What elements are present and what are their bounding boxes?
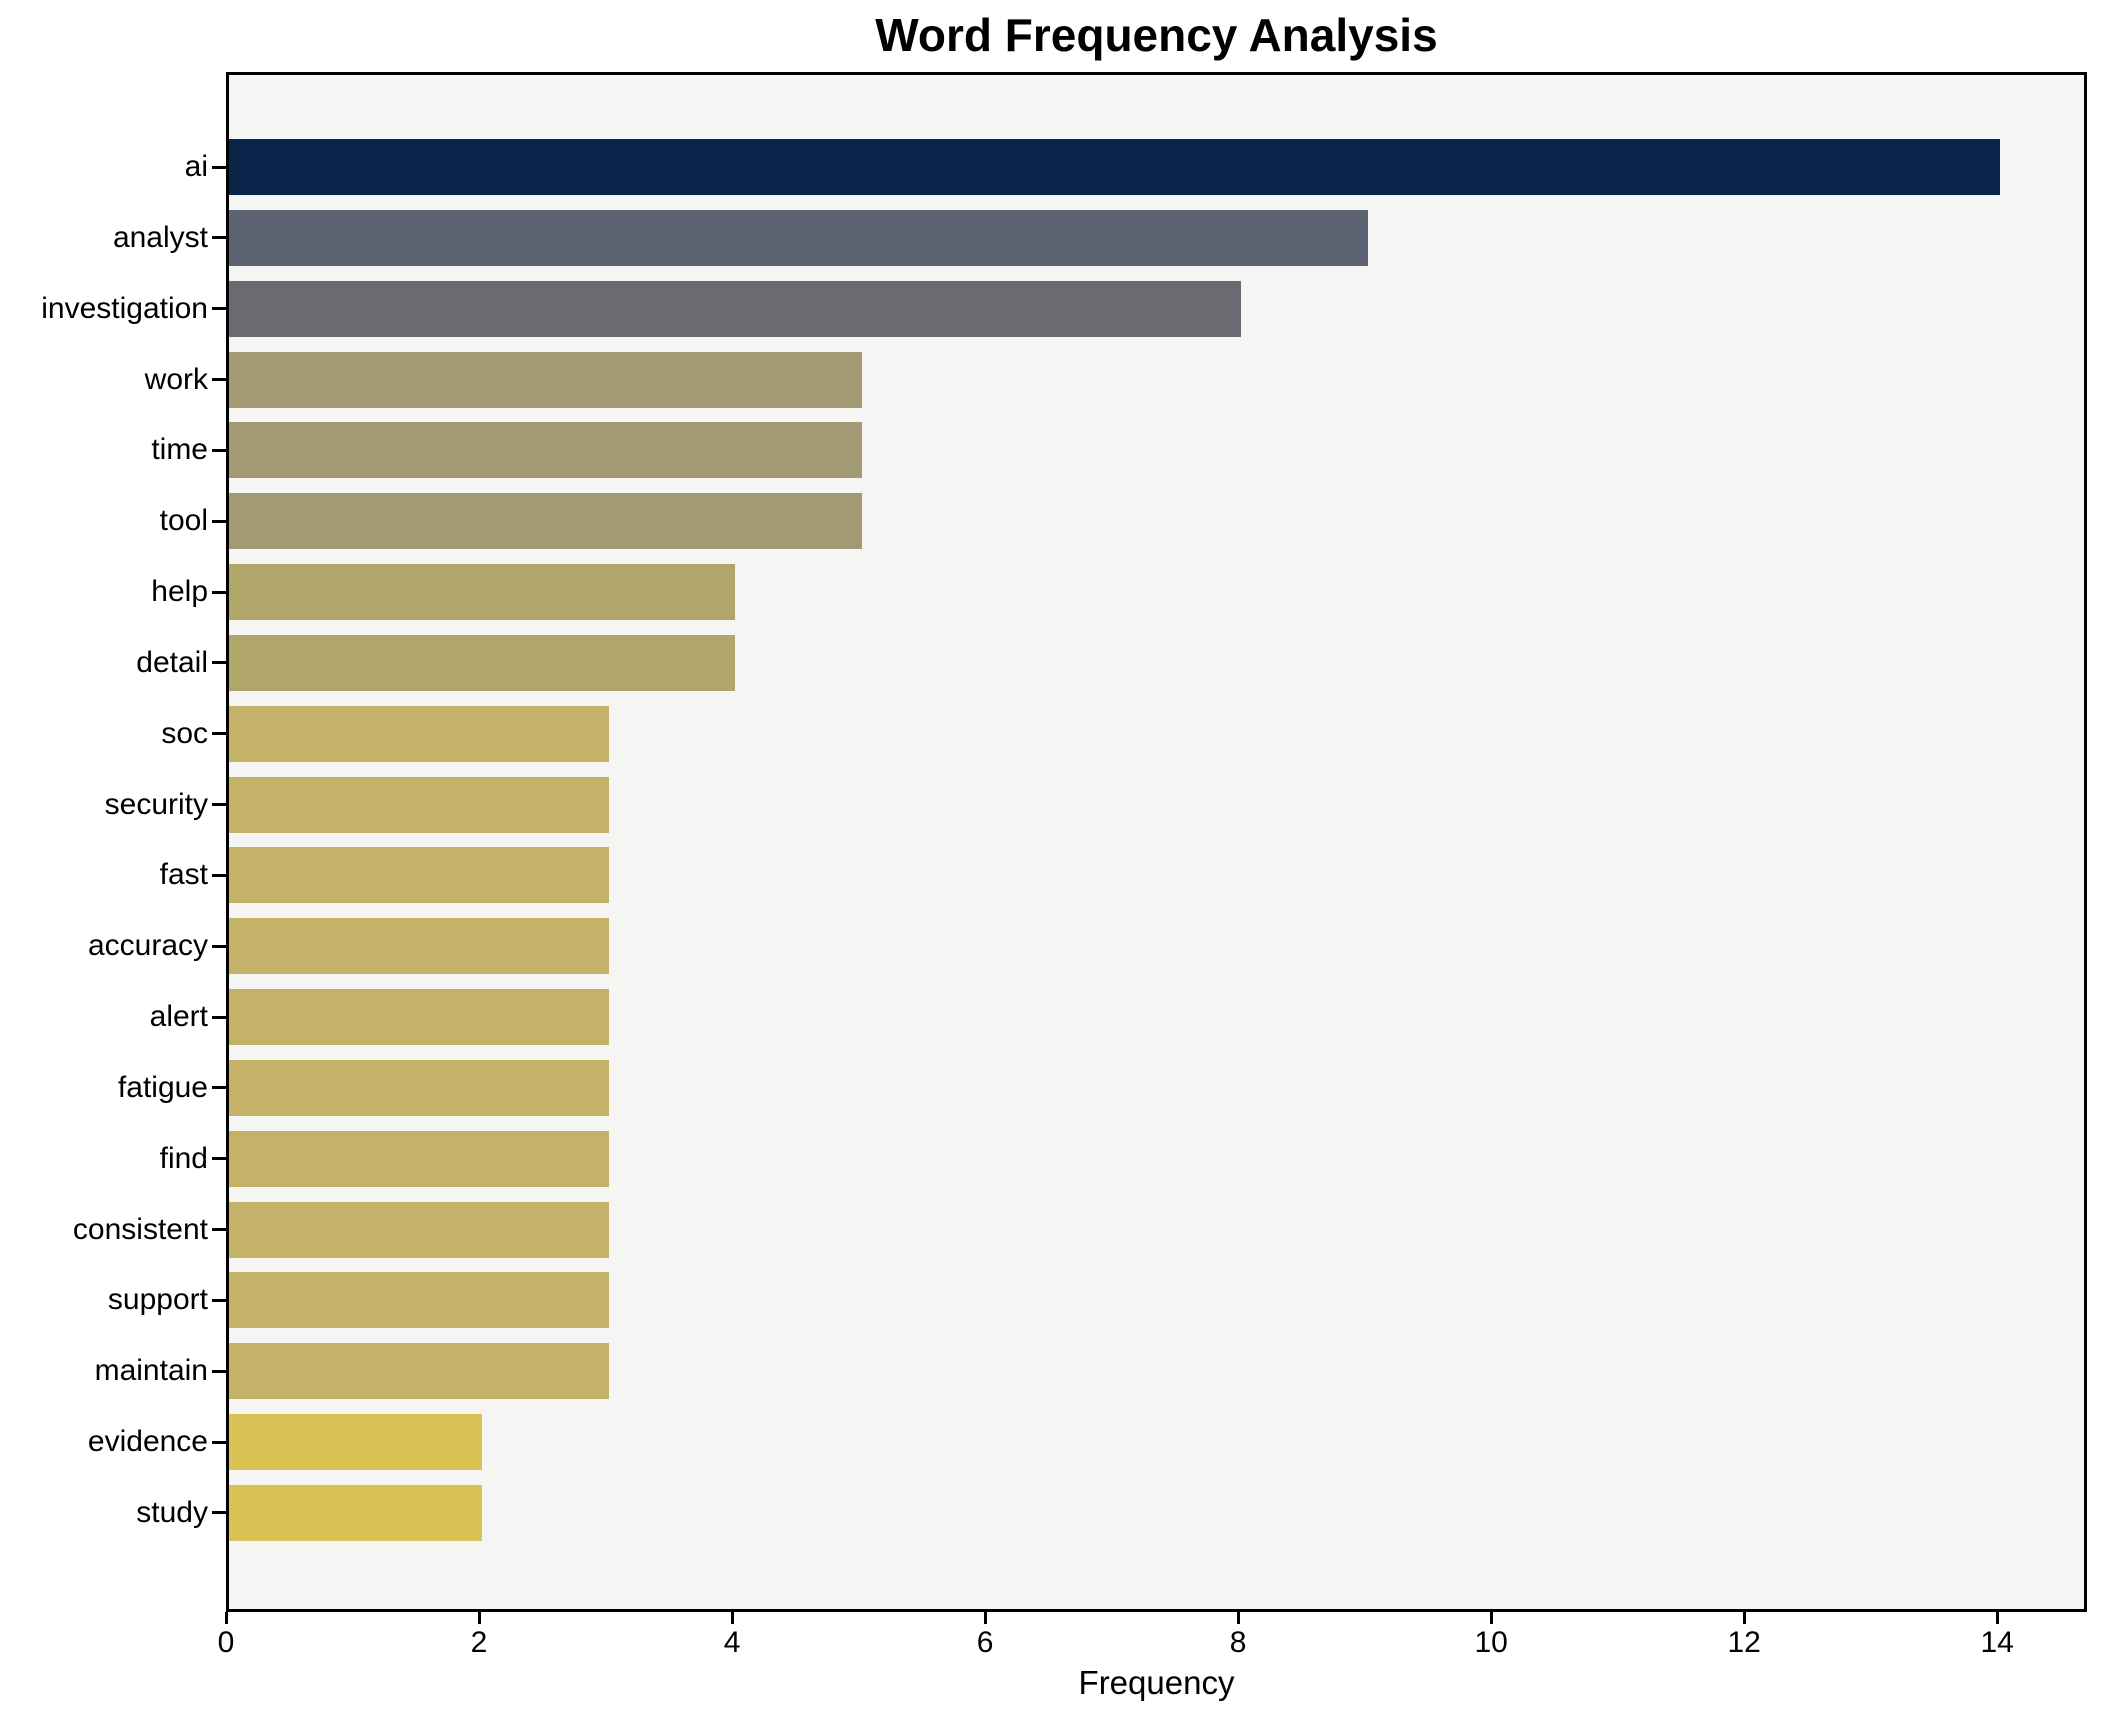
y-tick-label-analyst: analyst xyxy=(112,220,208,254)
bar-study xyxy=(229,1484,483,1541)
y-tick-mark xyxy=(212,1440,226,1444)
y-tick-label-maintain: maintain xyxy=(94,1354,208,1388)
x-tick-mark xyxy=(477,1612,481,1624)
y-tick-mark xyxy=(212,1228,226,1232)
y-tick-label-time: time xyxy=(151,433,208,467)
bar-tool xyxy=(229,493,862,550)
y-tick-label-consistent: consistent xyxy=(72,1212,208,1246)
y-tick-mark xyxy=(212,1511,226,1515)
y-tick-mark xyxy=(212,448,226,452)
bar-alert xyxy=(229,989,609,1046)
y-tick-mark xyxy=(212,1015,226,1019)
x-tick-mark xyxy=(1742,1612,1746,1624)
bar-time xyxy=(229,422,862,479)
bar-security xyxy=(229,776,609,833)
y-tick-mark xyxy=(212,236,226,240)
y-tick-mark xyxy=(212,873,226,877)
x-tick-mark xyxy=(730,1612,734,1624)
y-tick-label-soc: soc xyxy=(161,716,208,750)
y-tick-mark xyxy=(212,1086,226,1090)
bar-soc xyxy=(229,705,609,762)
y-tick-label-study: study xyxy=(136,1495,208,1529)
x-tick-label-14: 14 xyxy=(1980,1626,2014,1659)
y-tick-label-security: security xyxy=(104,787,208,821)
y-tick-mark xyxy=(212,944,226,948)
y-tick-label-tool: tool xyxy=(159,504,208,538)
y-tick-mark xyxy=(212,732,226,736)
bar-find xyxy=(229,1130,609,1187)
y-tick-label-support: support xyxy=(107,1283,208,1317)
chart-title: Word Frequency Analysis xyxy=(875,9,1438,61)
x-tick-mark xyxy=(224,1612,228,1624)
y-tick-label-ai: ai xyxy=(184,150,208,183)
x-tick-label-10: 10 xyxy=(1474,1626,1508,1659)
bar-analyst xyxy=(229,209,1368,266)
y-tick-mark xyxy=(212,519,226,523)
y-tick-label-help: help xyxy=(151,575,208,609)
y-tick-label-accuracy: accuracy xyxy=(87,929,208,963)
bar-evidence xyxy=(229,1414,483,1471)
y-tick-label-investigation: investigation xyxy=(41,291,208,325)
x-axis-label: Frequency xyxy=(1078,1664,1235,1701)
x-tick-label-6: 6 xyxy=(976,1626,994,1659)
bar-detail xyxy=(229,634,736,691)
x-tick-label-4: 4 xyxy=(723,1626,741,1659)
bar-support xyxy=(229,1272,609,1329)
y-tick-mark xyxy=(212,165,226,169)
x-tick-label-8: 8 xyxy=(1229,1626,1247,1659)
bar-investigation xyxy=(229,280,1242,337)
y-tick-label-fatigue: fatigue xyxy=(117,1070,208,1104)
bar-fatigue xyxy=(229,1059,609,1116)
y-tick-label-find: find xyxy=(159,1141,208,1175)
x-tick-label-2: 2 xyxy=(470,1626,488,1659)
y-tick-mark xyxy=(212,1369,226,1373)
y-tick-label-fast: fast xyxy=(159,858,208,892)
y-tick-mark xyxy=(212,307,226,311)
x-tick-label-12: 12 xyxy=(1727,1626,1761,1659)
y-tick-label-work: work xyxy=(144,362,208,396)
x-tick-mark xyxy=(1995,1612,1999,1624)
x-tick-mark xyxy=(1489,1612,1493,1624)
y-tick-mark xyxy=(212,1157,226,1161)
y-tick-mark xyxy=(212,1298,226,1302)
y-tick-label-evidence: evidence xyxy=(87,1425,208,1459)
y-tick-label-alert: alert xyxy=(149,1000,208,1034)
bar-help xyxy=(229,564,736,621)
x-tick-mark xyxy=(1236,1612,1240,1624)
bar-consistent xyxy=(229,1201,609,1258)
bar-work xyxy=(229,351,862,408)
bar-maintain xyxy=(229,1343,609,1400)
bar-ai xyxy=(229,139,2001,195)
x-tick-label-0: 0 xyxy=(217,1626,235,1659)
y-tick-mark xyxy=(212,803,226,807)
y-tick-mark xyxy=(212,378,226,382)
x-tick-mark xyxy=(983,1612,987,1624)
y-tick-mark xyxy=(212,661,226,665)
bar-fast xyxy=(229,847,609,904)
y-tick-mark xyxy=(212,590,226,594)
y-tick-label-detail: detail xyxy=(136,645,208,679)
bar-accuracy xyxy=(229,918,609,975)
